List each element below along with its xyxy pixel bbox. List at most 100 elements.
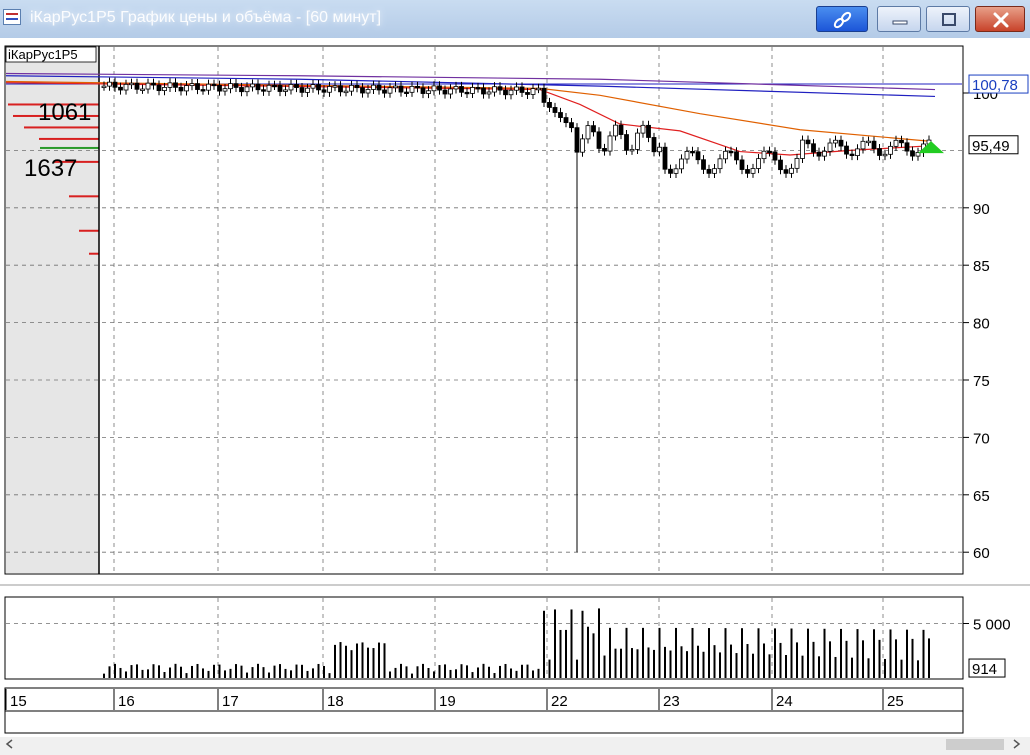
candle-body [651, 137, 657, 153]
candle-body [305, 87, 310, 93]
candle-body [239, 87, 244, 93]
candle-body [398, 85, 404, 93]
candle-body [657, 146, 662, 153]
candle-body [228, 83, 233, 90]
candle-body [101, 85, 107, 89]
candle-body [393, 85, 398, 89]
candle-body [794, 158, 800, 169]
time-label: 19 [439, 693, 456, 710]
candle-body [591, 125, 596, 133]
scroll-left-icon[interactable] [5, 739, 13, 749]
candle-body [145, 82, 151, 90]
price-tick-label: 80 [973, 316, 990, 333]
candle-body [151, 82, 156, 86]
scroll-right-icon[interactable] [1013, 739, 1021, 749]
candle-body [409, 85, 415, 93]
candle-body [816, 151, 822, 157]
maximize-icon [942, 13, 956, 26]
candle-body [750, 168, 756, 174]
candle-body [574, 127, 580, 153]
candle-body [189, 83, 195, 87]
candle-body [552, 107, 558, 113]
candle-body [739, 159, 745, 170]
candle-body [525, 92, 530, 95]
ask-depth-bar [39, 137, 99, 140]
candle-body [277, 85, 283, 92]
ask-depth-bar [54, 160, 99, 163]
candle-body [514, 86, 519, 91]
time-label: 25 [887, 693, 904, 710]
minimize-button[interactable] [877, 6, 921, 32]
candle-body [107, 81, 112, 87]
candle-body [233, 83, 239, 88]
time-label: 18 [327, 693, 344, 710]
candle-body [717, 158, 723, 170]
candle-body [712, 168, 717, 174]
scrollbar-thumb[interactable] [946, 739, 1004, 750]
ask-depth-bar [69, 195, 99, 198]
candle-body [250, 83, 255, 88]
candle-body [354, 84, 360, 89]
market-depth-bars [8, 103, 99, 255]
candle-body [569, 122, 574, 129]
bid-depth-bar [40, 146, 99, 149]
close-button[interactable] [975, 6, 1025, 32]
candle-body [497, 86, 503, 91]
price-tick-label: 60 [973, 545, 990, 562]
candle-body [266, 84, 272, 92]
candle-body [261, 89, 266, 92]
candle-body [783, 169, 789, 174]
candle-body [420, 87, 426, 94]
last-price-box: 95,49 [968, 135, 1019, 155]
candle-body [679, 158, 684, 170]
horizontal-scrollbar[interactable] [0, 737, 1030, 750]
time-label: 23 [663, 693, 680, 710]
maximize-button[interactable] [926, 6, 970, 32]
last-price-label: 95,49 [972, 138, 1010, 155]
candle-body [585, 125, 591, 140]
candle-body [860, 140, 866, 150]
time-label: 17 [222, 693, 239, 710]
candle-body [448, 88, 453, 95]
candle-body [211, 83, 217, 87]
candle-body [222, 88, 228, 92]
buy-signal-marker [918, 141, 944, 154]
instrument-label: iКарРус1Р5 [8, 47, 78, 62]
candle-body [140, 88, 145, 91]
candle-body [156, 84, 162, 92]
candle-body [365, 89, 371, 94]
candle-body [772, 151, 778, 161]
price-tick-label: 75 [973, 373, 990, 390]
candle-body [321, 89, 327, 93]
ask-depth-bar [79, 229, 99, 232]
candle-body [327, 86, 332, 93]
candle-body [294, 84, 299, 88]
candle-body [272, 84, 277, 88]
candle-body [195, 83, 200, 90]
candle-body [112, 81, 118, 88]
candle-body [624, 134, 629, 151]
candle-body [915, 151, 921, 157]
time-label: 15 [10, 693, 27, 710]
candle-body [173, 82, 178, 88]
candle-body [844, 145, 849, 155]
candle-body [382, 89, 387, 94]
candle-body [618, 124, 624, 135]
candle-body [404, 91, 409, 94]
candle-body [629, 148, 635, 152]
candle-body [646, 124, 651, 138]
link-button[interactable] [816, 6, 868, 32]
time-axis-frame [4, 687, 964, 712]
candle-body [547, 102, 552, 108]
candle-body [338, 85, 343, 93]
candle-body [541, 87, 547, 103]
candle-body [838, 139, 844, 147]
candle-body [349, 84, 354, 92]
candle-body [371, 84, 376, 90]
ask-depth-volume: 1061 [38, 99, 91, 126]
candle-body [431, 85, 437, 92]
candle-body [662, 146, 668, 170]
last-volume-label: 914 [972, 661, 997, 678]
